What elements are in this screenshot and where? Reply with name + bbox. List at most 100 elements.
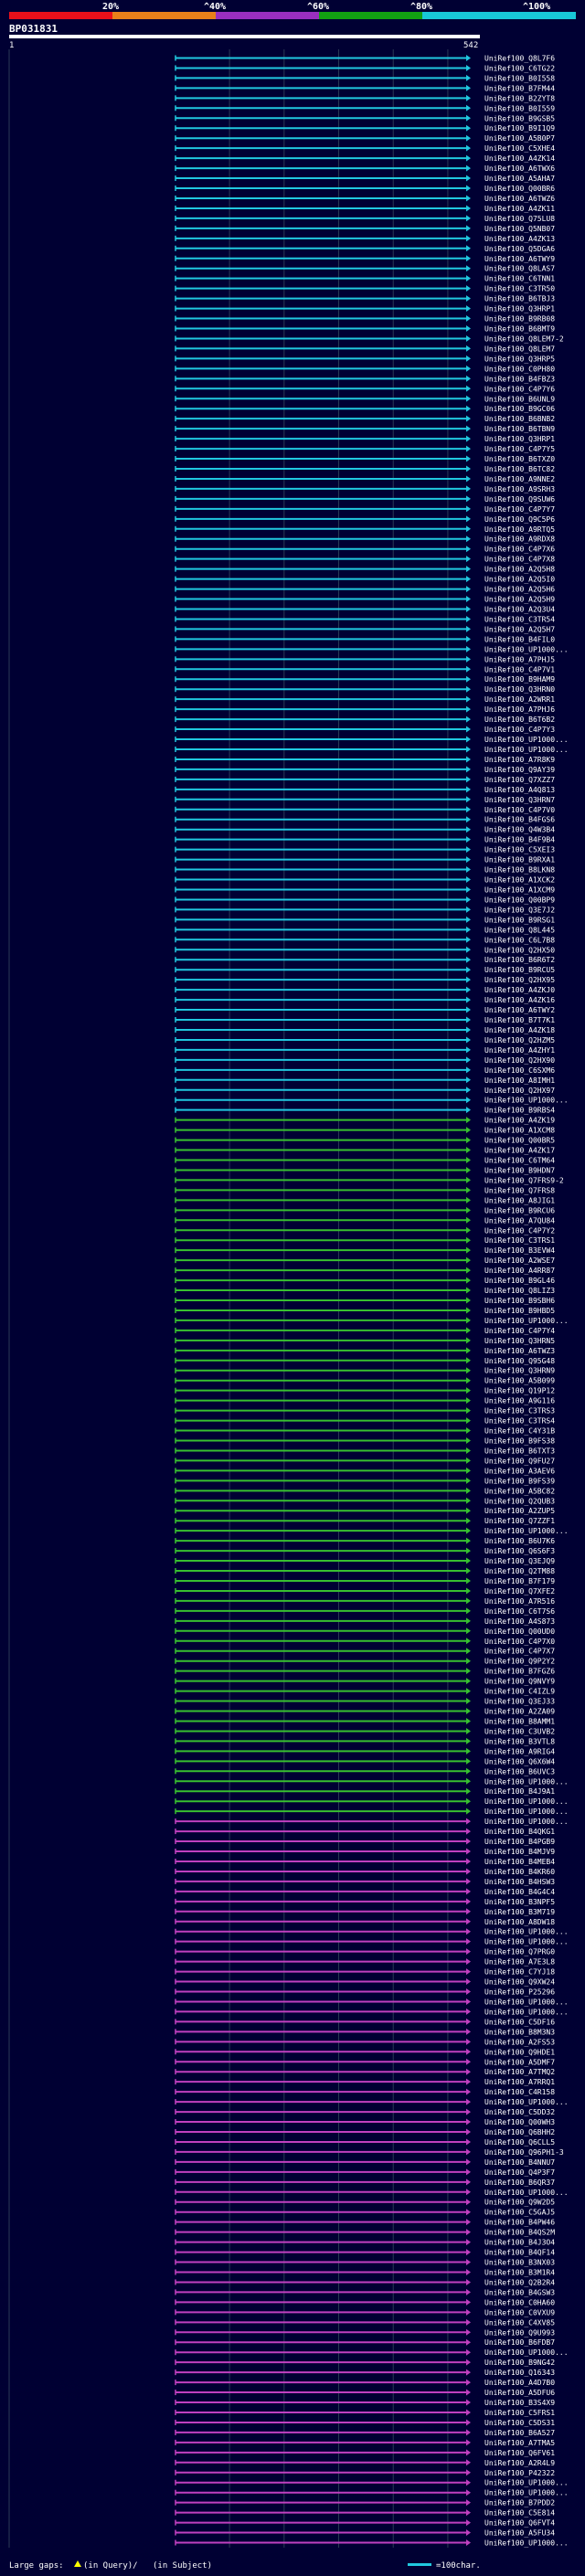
hit-label[interactable]: UniRef100_C5XEI3 [484, 846, 555, 854]
hit-label[interactable]: UniRef100_UP1000... [484, 1317, 569, 1325]
hit-label[interactable]: UniRef100_B9I1Q9 [484, 124, 555, 133]
hit-label[interactable]: UniRef100_B7F179 [484, 1577, 555, 1585]
hit-label[interactable]: UniRef100_B9RSG1 [484, 916, 555, 924]
hit-label[interactable]: UniRef100_Q7XFE2 [484, 1587, 555, 1595]
hit-label[interactable]: UniRef100_Q2HZM5 [484, 1036, 555, 1044]
hit-label[interactable]: UniRef100_B4GSW3 [484, 2288, 555, 2296]
hit-label[interactable]: UniRef100_A4D7B0 [484, 2379, 555, 2387]
hit-label[interactable]: UniRef100_B9RXA1 [484, 856, 555, 864]
hit-label[interactable]: UniRef100_UP1000... [484, 2008, 569, 2016]
hit-label[interactable]: UniRef100_Q9U993 [484, 2328, 555, 2337]
hit-label[interactable]: UniRef100_A7RRQ1 [484, 2078, 555, 2086]
hit-label[interactable]: UniRef100_UP1000... [484, 1797, 569, 1806]
hit-label[interactable]: UniRef100_B4F9B4 [484, 836, 555, 844]
hit-label[interactable]: UniRef100_B0I558 [484, 74, 555, 82]
hit-label[interactable]: UniRef100_A9RTQ5 [484, 525, 555, 534]
hit-label[interactable]: UniRef100_C6TNN1 [484, 275, 555, 283]
hit-label[interactable]: UniRef100_B6UVC3 [484, 1767, 555, 1776]
hit-label[interactable]: UniRef100_A7E3L8 [484, 1958, 555, 1966]
hit-label[interactable]: UniRef100_A4ZK19 [484, 1117, 555, 1125]
hit-label[interactable]: UniRef100_A2R4L9 [484, 2459, 555, 2467]
hit-label[interactable]: UniRef100_Q9SUW6 [484, 495, 555, 504]
hit-label[interactable]: UniRef100_Q6BHH2 [484, 2128, 555, 2136]
hit-label[interactable]: UniRef100_B8M3N3 [484, 2028, 555, 2036]
hit-label[interactable]: UniRef100_B7FGZ6 [484, 1668, 555, 1676]
hit-label[interactable]: UniRef100_P42322 [484, 2469, 555, 2477]
hit-label[interactable]: UniRef100_A2Q5H8 [484, 566, 555, 574]
hit-label[interactable]: UniRef100_B4FBZ3 [484, 375, 555, 383]
hit-label[interactable]: UniRef100_A2ZA09 [484, 1708, 555, 1716]
hit-label[interactable]: UniRef100_C4P7X7 [484, 1648, 555, 1656]
hit-label[interactable]: UniRef100_UP1000... [484, 2189, 569, 2197]
hit-label[interactable]: UniRef100_B7T7K1 [484, 1016, 555, 1024]
hit-label[interactable]: UniRef100_Q8LAS7 [484, 265, 555, 273]
hit-label[interactable]: UniRef100_Q7FRS8 [484, 1186, 555, 1194]
hit-label[interactable]: UniRef100_Q9C5P6 [484, 515, 555, 524]
hit-label[interactable]: UniRef100_A2Q5I0 [484, 576, 555, 584]
hit-label[interactable]: UniRef100_A7PHJ6 [484, 705, 555, 714]
hit-label[interactable]: UniRef100_Q9HDE1 [484, 2048, 555, 2056]
hit-label[interactable]: UniRef100_Q7ZZF1 [484, 1517, 555, 1525]
hit-label[interactable]: UniRef100_C4P7X6 [484, 546, 555, 554]
hit-label[interactable]: UniRef100_C3TRS4 [484, 1417, 555, 1426]
hit-label[interactable]: UniRef100_B9RCU5 [484, 966, 555, 974]
hit-label[interactable]: UniRef100_Q8LIZ3 [484, 1287, 555, 1295]
hit-label[interactable]: UniRef100_C3TR54 [484, 615, 555, 623]
hit-label[interactable]: UniRef100_A5DMF7 [484, 2058, 555, 2066]
hit-label[interactable]: UniRef100_Q3HRN7 [484, 796, 555, 804]
hit-label[interactable]: UniRef100_B9RB08 [484, 315, 555, 323]
hit-label[interactable]: UniRef100_A4ZK11 [484, 205, 555, 213]
hit-label[interactable]: UniRef100_Q7PRG0 [484, 1948, 555, 1956]
hit-label[interactable]: UniRef100_Q95G48 [484, 1357, 555, 1365]
hit-label[interactable]: UniRef100_Q2HX90 [484, 1056, 555, 1065]
hit-label[interactable]: UniRef100_C5XHE4 [484, 144, 555, 153]
hit-label[interactable]: UniRef100_C0PH80 [484, 365, 555, 373]
hit-label[interactable]: UniRef100_B7PDD2 [484, 2499, 555, 2507]
hit-label[interactable]: UniRef100_B6TBJ3 [484, 295, 555, 303]
hit-label[interactable]: UniRef100_Q3EJQ9 [484, 1557, 555, 1565]
hit-label[interactable]: UniRef100_A6TWZ3 [484, 1347, 555, 1355]
hit-label[interactable]: UniRef100_Q9FU27 [484, 1457, 555, 1465]
hit-label[interactable]: UniRef100_B6FDB7 [484, 2338, 555, 2347]
hit-label[interactable]: UniRef100_C7YJ18 [484, 1968, 555, 1977]
hit-label[interactable]: UniRef100_A9RIG4 [484, 1747, 555, 1755]
hit-label[interactable]: UniRef100_B9FS38 [484, 1436, 555, 1445]
hit-label[interactable]: UniRef100_Q3HRN0 [484, 685, 555, 694]
hit-label[interactable]: UniRef100_C4P7X0 [484, 1638, 555, 1646]
hit-label[interactable]: UniRef100_C6L7B8 [484, 936, 555, 944]
hit-label[interactable]: UniRef100_B4KR60 [484, 1868, 555, 1876]
hit-label[interactable]: UniRef100_Q3HRP5 [484, 355, 555, 363]
hit-label[interactable]: UniRef100_A4S873 [484, 1617, 555, 1626]
hit-label[interactable]: UniRef100_B6BMT9 [484, 325, 555, 334]
hit-label[interactable]: UniRef100_Q3HRP1 [484, 305, 555, 313]
hit-label[interactable]: UniRef100_A1XCK2 [484, 876, 555, 885]
hit-label[interactable]: UniRef100_C4R158 [484, 2088, 555, 2096]
hit-label[interactable]: UniRef100_C4Y31B [484, 1427, 555, 1436]
hit-label[interactable]: UniRef100_A7R8K9 [484, 756, 555, 764]
hit-label[interactable]: UniRef100_UP1000... [484, 2348, 569, 2357]
hit-label[interactable]: UniRef100_A4Q813 [484, 786, 555, 794]
hit-label[interactable]: UniRef100_C4P7X8 [484, 556, 555, 564]
hit-label[interactable]: UniRef100_C0HA60 [484, 2298, 555, 2306]
hit-label[interactable]: UniRef100_B3M1R4 [484, 2268, 555, 2276]
hit-label[interactable]: UniRef100_A6TWX6 [484, 164, 555, 173]
hit-label[interactable]: UniRef100_P25296 [484, 1988, 555, 1997]
hit-label[interactable]: UniRef100_C3TRS1 [484, 1236, 555, 1245]
hit-label[interactable]: UniRef100_A2WRR1 [484, 695, 555, 704]
hit-label[interactable]: UniRef100_C4P7Y6 [484, 385, 555, 393]
hit-label[interactable]: UniRef100_B8AMM1 [484, 1717, 555, 1725]
hit-label[interactable]: UniRef100_Q7FRS9-2 [484, 1176, 564, 1184]
hit-label[interactable]: UniRef100_B3S4X9 [484, 2399, 555, 2407]
hit-label[interactable]: UniRef100_C6TG22 [484, 64, 555, 72]
hit-label[interactable]: UniRef100_C4P7V1 [484, 665, 555, 673]
hit-label[interactable]: UniRef100_Q16343 [484, 2369, 555, 2377]
hit-label[interactable]: UniRef100_Q9NVY9 [484, 1678, 555, 1686]
hit-label[interactable]: UniRef100_C6TM64 [484, 1157, 555, 1165]
hit-label[interactable]: UniRef100_B6TBN9 [484, 425, 555, 433]
hit-label[interactable]: UniRef100_UP1000... [484, 1777, 569, 1786]
hit-label[interactable]: UniRef100_B3VTL8 [484, 1737, 555, 1745]
hit-label[interactable]: UniRef100_A9RDX8 [484, 535, 555, 544]
hit-label[interactable]: UniRef100_A5AHA7 [484, 175, 555, 183]
hit-label[interactable]: UniRef100_A4ZK18 [484, 1026, 555, 1034]
hit-label[interactable]: UniRef100_A2ZUP5 [484, 1507, 555, 1515]
